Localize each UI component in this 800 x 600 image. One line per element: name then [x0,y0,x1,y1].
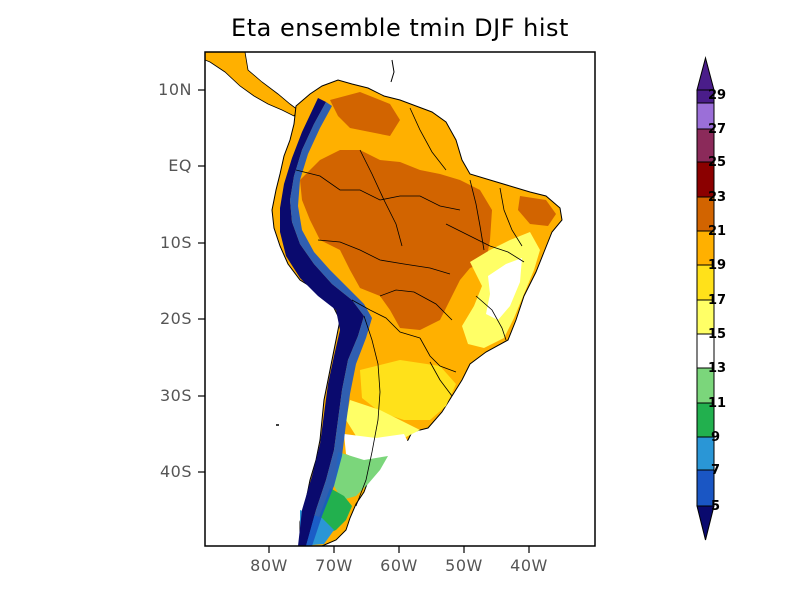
lat-label-30s: 30S [159,386,192,405]
map-title: Eta ensemble tmin DJF hist [231,14,569,42]
orinoco-warm-zone [330,92,400,136]
colorbar-label-7: 7 [711,463,721,478]
northeast-warm-zone [518,196,556,226]
lat-ticks [198,89,205,473]
patagonia-light-green [334,452,388,500]
colorbar-label-25: 25 [708,155,727,170]
colorbar-label-29: 29 [708,88,727,103]
colorbar-label-13: 13 [708,361,727,376]
lat-label-eq: EQ [168,156,192,175]
central-america-land [205,52,299,117]
colorbar-label-23: 23 [708,190,727,205]
colorbar-label-19: 19 [708,258,727,273]
continent-fields [205,52,563,546]
colorbar [696,56,715,541]
patagonia-pale-yellow [346,400,420,440]
lat-label-40s: 40S [159,462,192,481]
colorbar-label-15: 15 [708,327,727,342]
amazon-warm-zone [300,150,492,330]
lon-ticks [268,546,530,553]
colorbar-label-17: 17 [708,293,727,308]
lon-label-60w: 60W [380,556,418,575]
island-northeast [390,59,395,83]
andes-cold-belt [280,98,364,546]
country-borders [295,107,525,507]
lat-label-10n: 10N [158,80,192,99]
lon-label-80w: 80W [250,556,288,575]
colorbar-label-27: 27 [708,122,727,137]
map-frame [204,51,596,547]
colorbar-label-21: 21 [708,224,727,239]
lat-label-10s: 10S [159,233,192,252]
colorbar-under-arrow [696,505,715,541]
colorbar-label-9: 9 [711,430,721,445]
lon-label-50w: 50W [445,556,483,575]
patagonia-white [344,434,410,462]
colorbar-label-5: 5 [711,499,721,514]
lon-label-70w: 70W [315,556,353,575]
brazil-highlands-white [486,258,522,320]
lat-label-20s: 20S [159,309,192,328]
colorbar-over-arrow [696,56,715,91]
lon-label-40w: 40W [510,556,548,575]
colorbar-label-11: 11 [708,396,727,411]
southern-cone-yellow [360,360,456,420]
